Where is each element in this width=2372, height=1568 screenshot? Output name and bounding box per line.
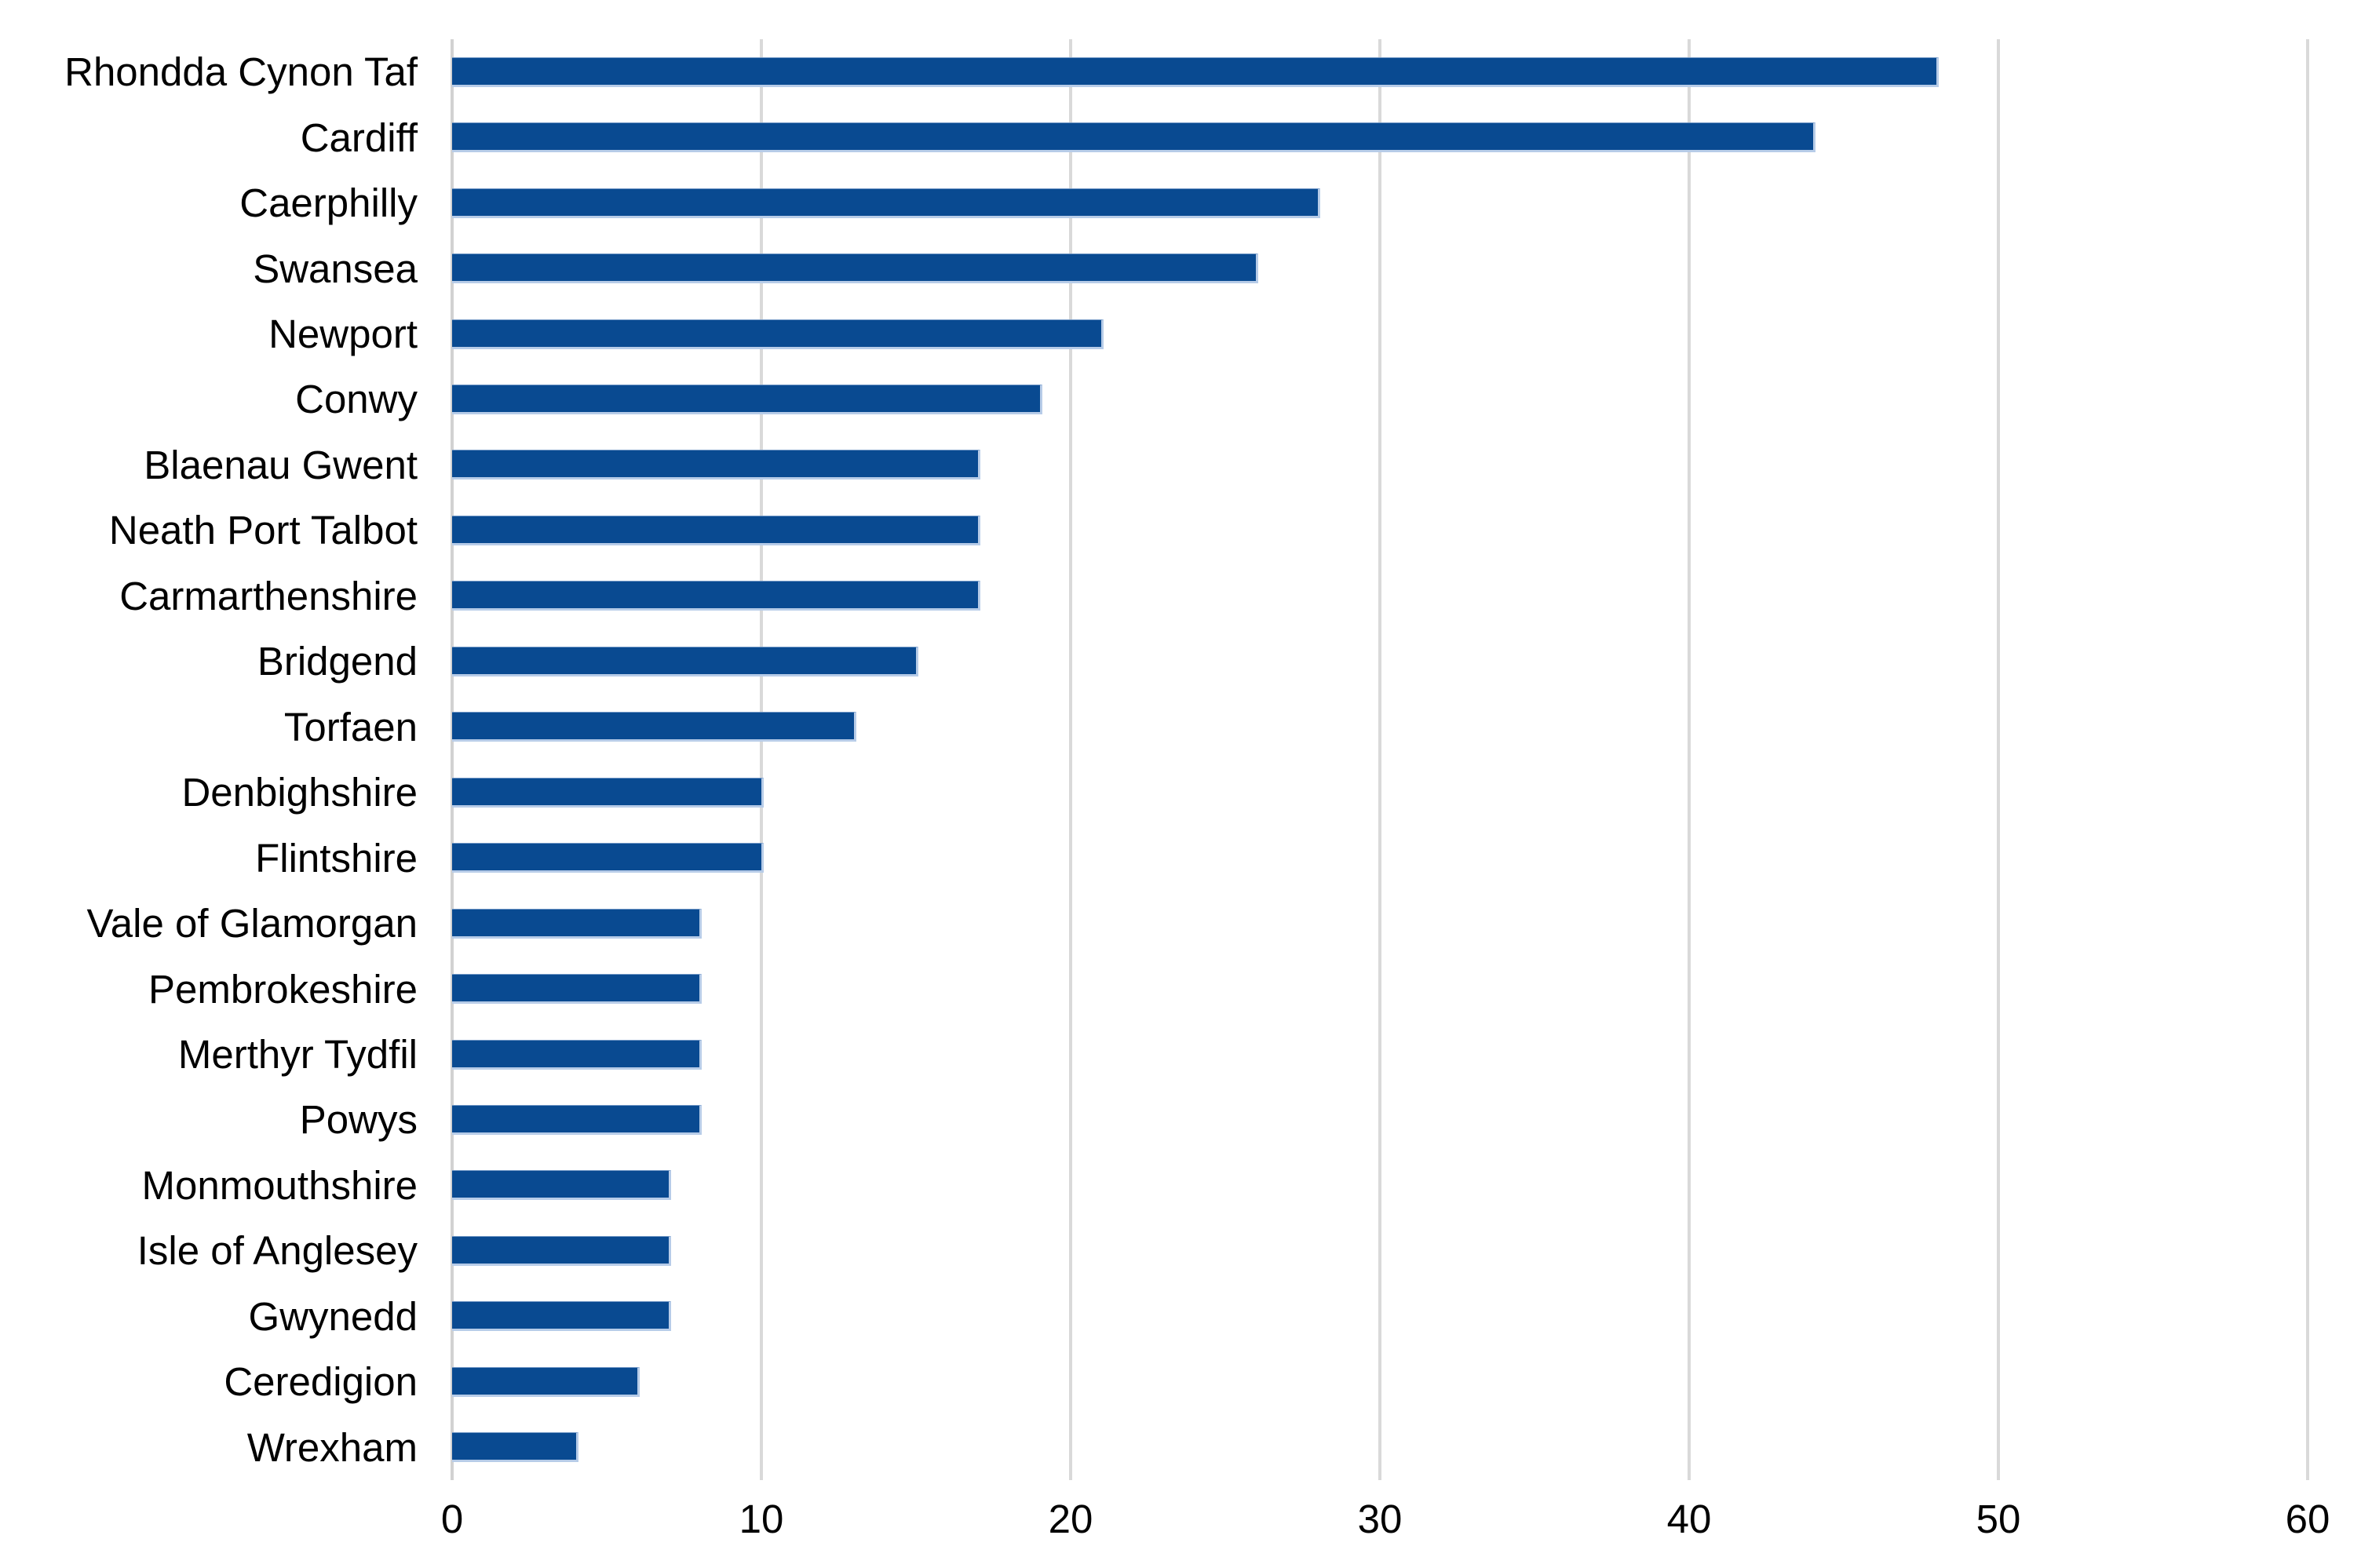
bar [452, 57, 1940, 87]
category-label: Ceredigion [224, 1359, 418, 1405]
bar-row: Isle of Anglesey [137, 1218, 2308, 1283]
bar [452, 319, 1104, 349]
category-label: Vale of Glamorgan [86, 901, 418, 946]
category-label: Blaenau Gwent [144, 442, 418, 487]
y-axis-line [451, 39, 454, 1480]
bar [452, 581, 980, 611]
bar [452, 777, 764, 808]
bar-row: Blaenau Gwent [144, 432, 2308, 498]
bar-row: Swansea [253, 235, 2308, 301]
bar [452, 515, 980, 545]
bar [452, 1170, 671, 1201]
bar [452, 908, 702, 939]
category-label: Rhondda Cynon Taf [64, 49, 418, 95]
bar-row: Wrexham [247, 1415, 2308, 1480]
bar-row: Cardiff [301, 104, 2308, 170]
bar [452, 1039, 702, 1070]
x-tick-label: 50 [1976, 1497, 2021, 1541]
category-label: Wrexham [246, 1424, 418, 1470]
bar-row: Neath Port Talbot [109, 498, 2308, 563]
gridline-x-30 [1378, 39, 1381, 1480]
bar [452, 188, 1321, 218]
category-label: Denbighshire [181, 770, 418, 815]
category-label: Powys [299, 1097, 418, 1143]
bar-row: Powys [300, 1087, 2308, 1152]
bar [452, 253, 1259, 284]
bar [452, 843, 764, 873]
category-label: Flintshire [255, 835, 418, 881]
plot-area: Rhondda Cynon Taf Cardiff Caerphilly Swanse… [64, 39, 2330, 1541]
bar [452, 712, 857, 742]
gridline-x-50 [1997, 39, 2000, 1480]
x-tick-label: 60 [2285, 1497, 2330, 1541]
bar-row: Carmarthenshire [119, 563, 2308, 629]
bar-row: Conwy [295, 366, 2308, 432]
x-tick-label: 0 [440, 1497, 464, 1541]
bar-row: Denbighshire [181, 760, 2308, 825]
bar [452, 646, 918, 676]
bar-row: Bridgend [257, 629, 2308, 694]
category-label: Bridgend [257, 639, 418, 684]
category-label: Merthyr Tydfil [177, 1032, 418, 1078]
category-label: Torfaen [283, 704, 418, 749]
bar-row: Merthyr Tydfil [178, 1022, 2308, 1087]
x-tick-label: 20 [1048, 1497, 1093, 1541]
category-label: Swansea [253, 246, 418, 291]
bar-row: Vale of Glamorgan [87, 891, 2308, 956]
bar-row: Newport [268, 301, 2308, 366]
gridline-x-20 [1069, 39, 1072, 1480]
bar-row: Pembrokeshire [148, 956, 2308, 1021]
category-label: Monmouthshire [141, 1162, 418, 1208]
bar-row: Rhondda Cynon Taf [64, 39, 2308, 104]
gridline-x-10 [760, 39, 763, 1480]
bar-row: Ceredigion [224, 1349, 2308, 1414]
bar-row: Caerphilly [239, 170, 2308, 235]
category-label: Caerphilly [239, 181, 418, 226]
bar-row: Monmouthshire [142, 1153, 2308, 1218]
bar-row: Flintshire [255, 825, 2308, 890]
x-tick-label: 30 [1357, 1497, 1403, 1541]
bar [452, 122, 1815, 153]
category-label: Neath Port Talbot [108, 508, 418, 553]
category-label: Pembrokeshire [148, 966, 418, 1012]
gridline-x-60 [2306, 39, 2309, 1480]
bar [452, 450, 980, 480]
category-label: Carmarthenshire [119, 573, 418, 618]
bar [452, 974, 702, 1005]
bar [452, 1301, 671, 1332]
bar [452, 1432, 578, 1463]
bar [452, 1366, 640, 1397]
category-label: Newport [268, 312, 418, 357]
category-label: Conwy [295, 377, 418, 422]
category-label: Gwynedd [248, 1293, 418, 1339]
bar-row: Gwynedd [249, 1284, 2308, 1349]
x-tick-label: 10 [739, 1497, 784, 1541]
category-label: Isle of Anglesey [137, 1228, 418, 1274]
bar [452, 1104, 702, 1135]
bar-row: Torfaen [284, 695, 2308, 760]
category-label: Cardiff [300, 115, 418, 160]
x-tick-label: 40 [1666, 1497, 1712, 1541]
bar [452, 384, 1042, 414]
gridline-x-40 [1688, 39, 1691, 1480]
bar [452, 1235, 671, 1266]
